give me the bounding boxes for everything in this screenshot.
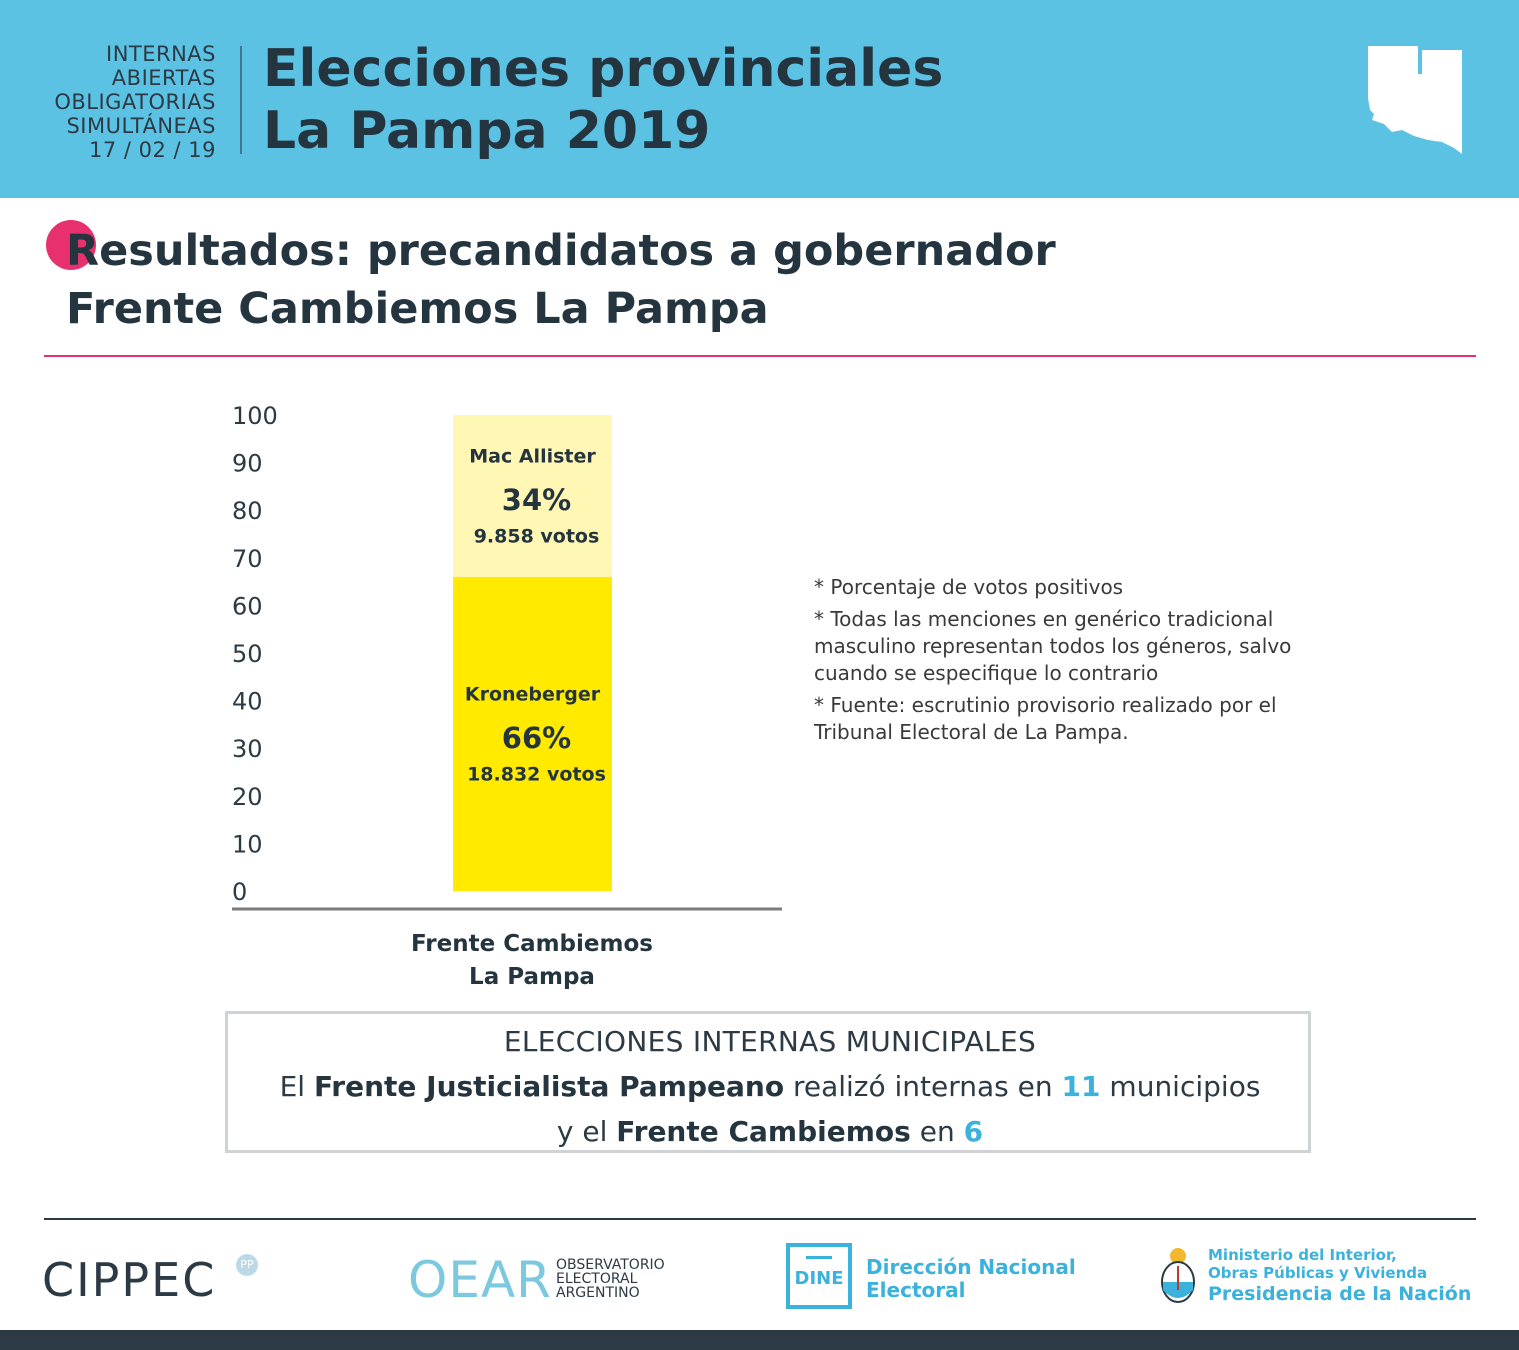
- argentina-seal-icon: [1161, 1248, 1195, 1303]
- text: El: [279, 1070, 314, 1103]
- ministry-line: Presidencia de la Nación: [1208, 1283, 1472, 1305]
- oear-sub-line: ELECTORAL: [556, 1271, 638, 1287]
- y-tick-label: 90: [232, 450, 263, 478]
- municipio-count: 11: [1061, 1070, 1101, 1103]
- dine-name-line: Electoral: [866, 1278, 966, 1302]
- bar-segment: [453, 576, 612, 891]
- text: en: [910, 1115, 964, 1148]
- bottom-bar: [0, 1330, 1519, 1350]
- votes-label: 9.858 votos: [474, 526, 600, 548]
- x-category-label: Frente Cambiemos La Pampa: [382, 928, 682, 994]
- footnote: * Porcentaje de votos positivos: [814, 575, 1124, 599]
- oear-subtitle: OBSERVATORIO ELECTORAL ARGENTINO: [556, 1258, 665, 1300]
- ministry-line: Obras Públicas y Vivienda: [1208, 1264, 1428, 1282]
- dine-name-line: Dirección Nacional: [866, 1255, 1076, 1279]
- text: y el: [556, 1115, 617, 1148]
- kicker-date: 17 / 02 / 19: [88, 138, 216, 162]
- section-title-line2: Frente Cambiemos La Pampa: [66, 284, 769, 334]
- oear-logo: OEAR: [408, 1251, 552, 1309]
- municipal-heading: ELECCIONES INTERNAS MUNICIPALES: [503, 1025, 1037, 1058]
- y-tick-label: 0: [232, 878, 247, 906]
- section-title: Resultados: precandidatos a gobernador F…: [66, 222, 1056, 338]
- footnotes: * Porcentaje de votos positivos * Todas …: [814, 574, 1334, 751]
- dine-name: Dirección Nacional Electoral: [866, 1256, 1076, 1302]
- dine-logo-box: [786, 1243, 852, 1309]
- title-divider: [44, 355, 1476, 357]
- municipal-line-1: El Frente Justicialista Pampeano realizó…: [225, 1069, 1315, 1105]
- ministry-logo-text: Ministerio del Interior, Obras Públicas …: [1208, 1246, 1471, 1307]
- kicker-line: INTERNAS: [106, 42, 216, 66]
- municipio-count: 6: [963, 1115, 984, 1148]
- text: municipios: [1100, 1070, 1261, 1103]
- footer-divider: [44, 1218, 1476, 1220]
- y-tick-label: 70: [232, 545, 263, 573]
- percent-label: 66%: [502, 721, 571, 755]
- y-axis: 0 10 20 30 40 50 60 70 80 90 100: [232, 402, 278, 906]
- candidate-name-label: Kroneberger: [465, 684, 601, 706]
- y-tick-label: 40: [232, 688, 263, 716]
- oear-sub-line: ARGENTINO: [556, 1285, 640, 1301]
- percent-label: 34%: [502, 483, 571, 517]
- kicker-line: ABIERTAS: [111, 66, 216, 90]
- header-divider: [240, 46, 242, 154]
- kicker-line: OBLIGATORIAS: [54, 90, 216, 114]
- title-bullet: [46, 220, 96, 270]
- text: realizó internas en: [784, 1070, 1062, 1103]
- party-name: Frente Justicialista Pampeano: [313, 1070, 785, 1103]
- cippec-logo: CIPPEC: [42, 1253, 217, 1307]
- page-title: Elecciones provinciales La Pampa 2019: [263, 38, 943, 162]
- y-tick-label: 60: [232, 592, 263, 620]
- category-label-line: La Pampa: [469, 964, 595, 990]
- stacked-bar-chart: 0 10 20 30 40 50 60 70 80 90 100 Kroneberger 66% 18.…: [232, 402, 782, 911]
- footnote: * Todas las menciones en genérico tradic…: [814, 607, 1292, 685]
- ministry-line: Ministerio del Interior,: [1208, 1246, 1397, 1264]
- y-tick-label: 50: [232, 640, 263, 668]
- candidate-name-label: Mac Allister: [469, 446, 596, 468]
- category-label-line: Frente Cambiemos: [411, 931, 653, 957]
- cippec-badge-icon: PP: [236, 1254, 258, 1276]
- municipal-line-2: y el Frente Cambiemos en 6: [225, 1114, 1315, 1150]
- y-tick-label: 20: [232, 783, 263, 811]
- dine-logo-bar: [806, 1256, 832, 1259]
- kicker-line: SIMULTÁNEAS: [66, 114, 216, 138]
- party-name: Frente Cambiemos: [616, 1115, 911, 1148]
- y-tick-label: 30: [232, 735, 263, 763]
- la-pampa-map-icon: [1368, 46, 1462, 154]
- oear-sub-line: OBSERVATORIO: [556, 1257, 665, 1273]
- y-tick-label: 100: [232, 402, 278, 430]
- votes-label: 18.832 votos: [467, 764, 606, 786]
- y-tick-label: 80: [232, 497, 263, 525]
- municipal-info-box: [225, 1011, 1311, 1153]
- header-kicker: INTERNAS ABIERTAS OBLIGATORIAS SIMULTÁNE…: [20, 42, 216, 162]
- bars-group: Kroneberger 66% 18.832 votos Mac Allister 34…: [453, 415, 612, 891]
- footnote: * Fuente: escrutinio provisorio realizad…: [814, 693, 1277, 744]
- section-title-line1: Resultados: precandidatos a gobernador: [66, 226, 1056, 276]
- page-title-line2: La Pampa 2019: [263, 101, 711, 161]
- y-tick-label: 10: [232, 830, 263, 858]
- page-title-line1: Elecciones provinciales: [263, 39, 944, 99]
- dine-abbr: DINE: [794, 1268, 844, 1289]
- bar-segment: [453, 415, 612, 577]
- header-band: [0, 0, 1519, 198]
